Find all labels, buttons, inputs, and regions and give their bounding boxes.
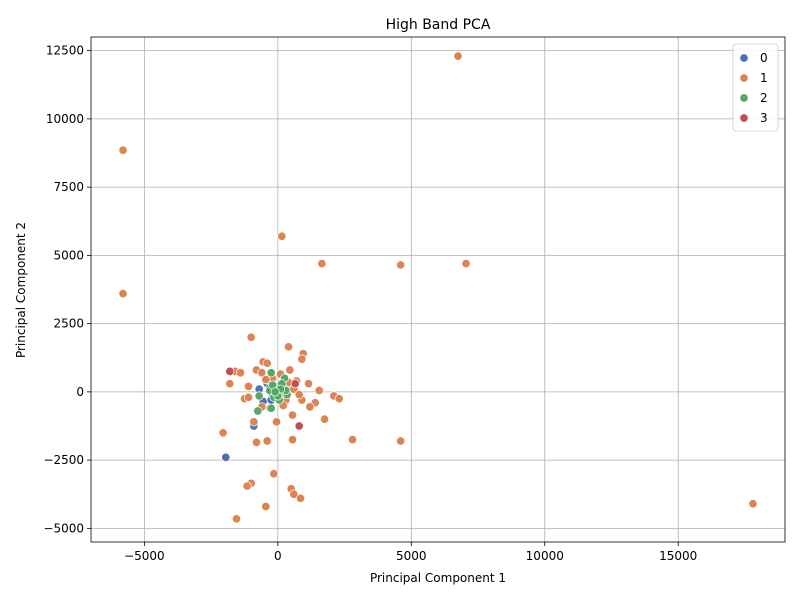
data-point-series-1 (285, 365, 295, 375)
data-point-series-1 (261, 375, 271, 385)
data-point-series-1 (320, 414, 330, 424)
data-point-series-1 (242, 481, 252, 491)
data-point-series-1 (287, 435, 298, 445)
y-tick-label: 10000 (46, 112, 84, 126)
data-point-series-1 (396, 260, 406, 270)
data-point-series-2 (254, 391, 264, 401)
legend: 0 1 2 3 (732, 43, 779, 132)
data-point-series-2 (253, 406, 263, 416)
data-point-series-1 (295, 493, 306, 503)
x-tick-label: 10000 (526, 549, 564, 563)
x-tick-label: 5000 (396, 549, 427, 563)
data-point-series-1 (118, 289, 128, 299)
data-point-series-1 (269, 469, 279, 479)
data-point-series-1 (262, 358, 272, 368)
data-point-series-1 (218, 428, 228, 438)
legend-box (732, 43, 779, 132)
data-point-series-1 (305, 402, 315, 412)
x-tick-label: −5000 (124, 549, 165, 563)
legend-label-1: 1 (760, 71, 768, 85)
data-point-series-1 (334, 394, 344, 404)
data-point-series-1 (317, 259, 327, 269)
legend-marker-2 (739, 93, 749, 103)
data-point-series-1 (453, 51, 463, 61)
legend-marker-1 (739, 73, 749, 83)
y-axis-ticks: −5000 −2500 0 2500 5000 7500 10000 12500 (43, 44, 91, 535)
y-tick-label: 7500 (53, 180, 84, 194)
y-tick-label: 0 (76, 385, 84, 399)
data-point-series-1 (231, 514, 242, 524)
legend-marker-0 (739, 53, 749, 63)
data-point-series-3 (290, 379, 300, 389)
data-point-series-2 (266, 403, 276, 413)
data-point-series-1 (271, 417, 282, 427)
x-tick-label: 0 (274, 549, 282, 563)
y-axis-label: Principal Component 2 (14, 222, 28, 358)
data-point-series-1 (396, 436, 406, 446)
data-point-series-1 (283, 342, 294, 352)
data-point-series-1 (235, 368, 246, 378)
data-point-series-1 (261, 501, 271, 512)
data-point-series-1 (748, 499, 758, 509)
data-point-series-1 (461, 259, 471, 269)
y-tick-label: 2500 (53, 317, 84, 331)
data-point-series-1 (243, 381, 254, 391)
data-point-series-2 (270, 387, 280, 397)
data-point-series-1 (287, 410, 298, 420)
data-point-series-1 (262, 436, 272, 446)
data-point-series-1 (251, 437, 262, 447)
chart-title: High Band PCA (386, 17, 491, 33)
x-axis-label: Principal Component 1 (370, 571, 506, 585)
data-point-series-1 (348, 435, 358, 445)
y-tick-label: −5000 (43, 521, 84, 535)
data-point-series-1 (257, 368, 267, 378)
data-points (118, 51, 758, 524)
data-point-series-2 (266, 368, 276, 378)
legend-label-2: 2 (760, 91, 768, 105)
x-tick-label: 15000 (659, 549, 697, 563)
grid-lines (91, 37, 785, 542)
y-tick-label: −2500 (43, 453, 84, 467)
data-point-series-1 (289, 489, 299, 499)
data-point-series-0 (221, 452, 231, 462)
data-point-series-3 (294, 421, 304, 431)
legend-label-0: 0 (760, 51, 768, 65)
data-point-series-1 (246, 332, 256, 342)
y-tick-label: 5000 (53, 248, 84, 262)
data-point-series-1 (118, 145, 128, 155)
x-axis-ticks: −5000 0 5000 10000 15000 (124, 542, 697, 563)
data-point-series-1 (249, 417, 259, 427)
data-point-series-1 (303, 379, 314, 389)
legend-label-3: 3 (760, 111, 768, 125)
data-point-series-1 (243, 392, 254, 402)
data-point-series-1 (277, 231, 287, 241)
legend-marker-3 (739, 113, 749, 123)
plot-frame (90, 36, 786, 543)
data-point-series-1 (314, 385, 324, 396)
y-tick-label: 12500 (46, 44, 84, 58)
data-point-series-1 (297, 354, 307, 364)
data-point-series-1 (225, 379, 235, 389)
data-point-series-3 (225, 366, 235, 376)
data-point-series-1 (294, 390, 304, 400)
